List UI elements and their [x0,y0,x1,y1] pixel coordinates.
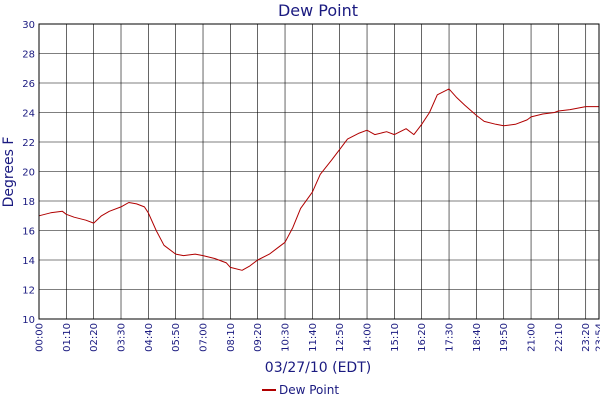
y-tick-label: 20 [22,168,35,179]
x-tick-label: 16:20 [417,323,428,352]
series-layer [38,88,599,271]
x-tick-label: 23:54 [595,323,600,352]
x-tick-label: 08:10 [226,323,237,352]
x-tick-label: 22:10 [554,323,565,352]
x-axis-label: 03/27/10 (EDT) [265,360,371,376]
y-tick-label: 12 [22,286,35,297]
x-tick-label: 23:20 [581,323,592,352]
x-axis-ticks: 00:00 01:10 02:20 03:30 04:40 05:50 07:00 08:10… [35,323,600,352]
x-tick-label: 09:20 [253,323,264,352]
y-tick-label: 16 [22,227,35,238]
y-axis-label: Degrees F [1,137,17,208]
legend: Dew Point [262,383,339,397]
x-tick-label: 10:30 [281,323,292,352]
y-axis-ticks: 10 12 14 16 18 20 22 24 26 28 30 [22,20,35,326]
x-tick-label: 02:20 [89,323,100,352]
x-tick-label: 19:50 [499,323,510,352]
y-tick-label: 22 [22,138,35,149]
x-tick-label: 14:00 [363,323,374,352]
x-tick-label: 17:30 [445,323,456,352]
x-tick-label: 04:40 [144,323,155,352]
x-tick-label: 05:50 [171,323,182,352]
x-tick-label: 07:00 [199,323,210,352]
x-tick-label: 11:40 [308,323,319,352]
x-tick-label: 21:00 [527,323,538,352]
plot-frame [38,23,600,320]
y-tick-label: 30 [22,20,35,31]
x-tick-label: 12:50 [335,323,346,352]
x-tick-label: 03:30 [117,323,128,352]
y-tick-label: 18 [22,197,35,208]
y-tick-label: 26 [22,79,35,90]
chart-title: Dew Point [278,1,358,20]
x-tick-label: 00:00 [35,323,46,352]
x-tick-label: 01:10 [62,323,73,352]
dew-point-series-line [38,88,599,271]
y-tick-label: 28 [22,50,35,61]
x-tick-label: 18:40 [472,323,483,352]
legend-label: Dew Point [279,383,339,397]
x-tick-label: 15:10 [390,323,401,352]
y-tick-label: 10 [22,315,35,326]
y-tick-label: 24 [22,109,35,120]
y-tick-label: 14 [22,256,35,267]
